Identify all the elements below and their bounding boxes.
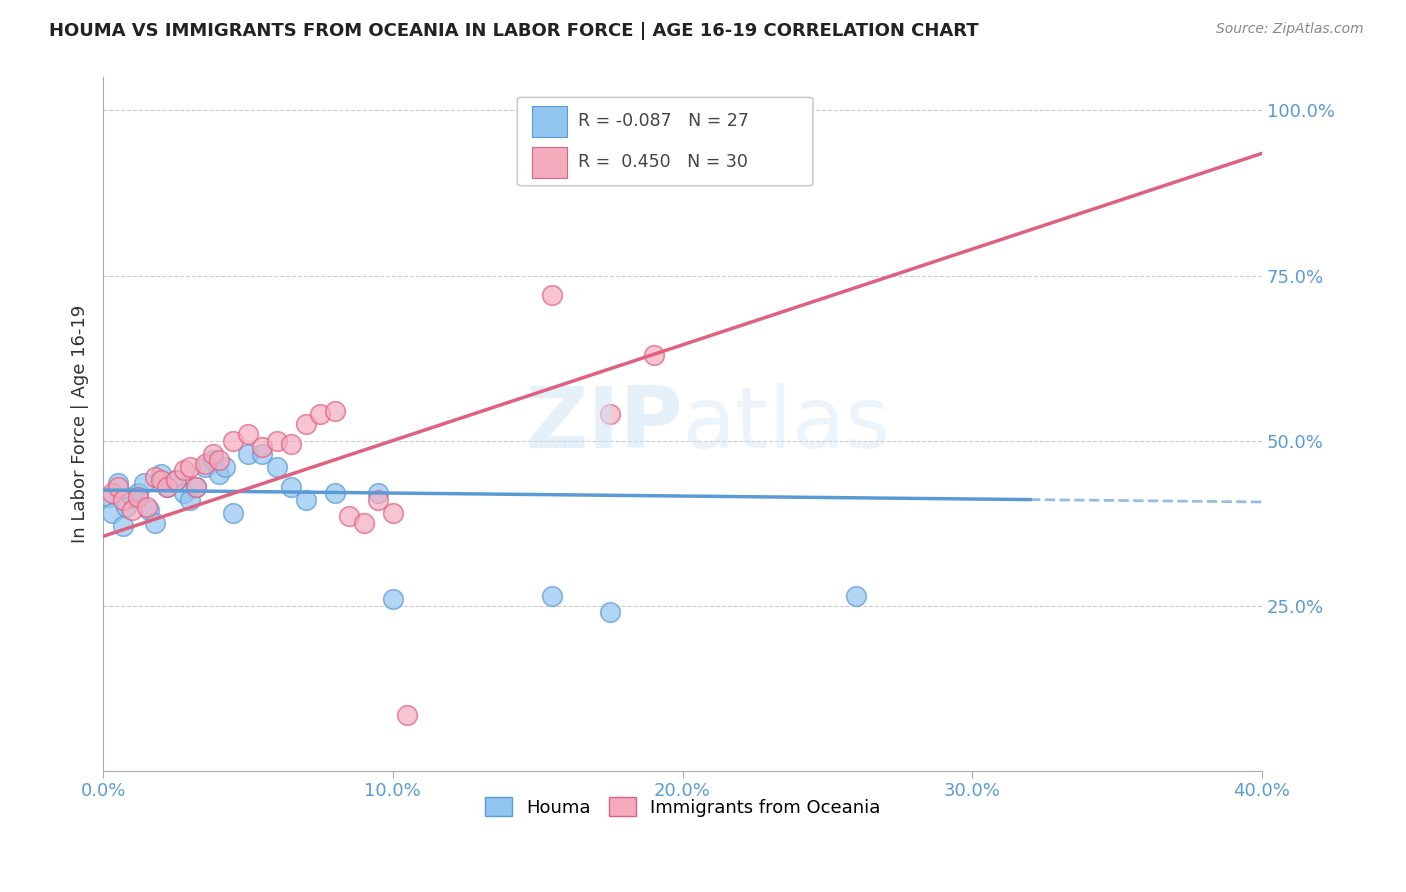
Point [295, 417, 318, 431]
Point [150, 467, 173, 481]
Point [214, 460, 236, 475]
Point [184, 480, 207, 494]
Point [323, 404, 346, 418]
Point [222, 434, 245, 448]
Text: atlas: atlas [682, 383, 890, 466]
Point [845, 589, 868, 603]
Y-axis label: In Labor Force | Age 16-19: In Labor Force | Age 16-19 [72, 305, 89, 543]
Point [112, 493, 135, 508]
Point [236, 427, 259, 442]
Point [121, 490, 143, 504]
Point [179, 493, 201, 508]
Point [150, 473, 173, 487]
Point [101, 486, 124, 500]
Point [337, 509, 360, 524]
Point [367, 493, 389, 508]
Point [202, 453, 225, 467]
Point [184, 480, 207, 494]
Point [138, 503, 160, 517]
Point [599, 407, 621, 421]
Point [193, 457, 215, 471]
Point [132, 476, 155, 491]
Point [541, 589, 564, 603]
Point [323, 486, 346, 500]
Point [107, 480, 129, 494]
Point [541, 288, 564, 302]
Point [115, 500, 138, 514]
Point [280, 480, 302, 494]
Point [367, 486, 389, 500]
Point [127, 490, 149, 504]
Point [353, 516, 375, 530]
Point [179, 460, 201, 475]
Point [193, 460, 215, 475]
Point [202, 447, 225, 461]
Point [97, 490, 120, 504]
Point [295, 493, 318, 508]
Point [266, 460, 288, 475]
Point [165, 473, 187, 487]
Point [643, 348, 665, 362]
Point [101, 506, 124, 520]
Text: Source: ZipAtlas.com: Source: ZipAtlas.com [1216, 22, 1364, 37]
Point [107, 476, 129, 491]
Point [599, 605, 621, 619]
Text: ZIP: ZIP [524, 383, 682, 466]
Point [208, 453, 231, 467]
Point [309, 407, 332, 421]
Point [143, 516, 166, 530]
Point [252, 440, 274, 454]
Point [173, 463, 195, 477]
Point [156, 480, 179, 494]
Point [222, 506, 245, 520]
Point [112, 519, 135, 533]
Point [236, 447, 259, 461]
Text: HOUMA VS IMMIGRANTS FROM OCEANIA IN LABOR FORCE | AGE 16-19 CORRELATION CHART: HOUMA VS IMMIGRANTS FROM OCEANIA IN LABO… [49, 22, 979, 40]
Point [381, 592, 404, 607]
Point [156, 480, 179, 494]
Point [396, 707, 419, 722]
Point [173, 486, 195, 500]
Point [208, 467, 231, 481]
Legend: Houma, Immigrants from Oceania: Houma, Immigrants from Oceania [477, 790, 887, 824]
Point [127, 486, 149, 500]
Point [381, 506, 404, 520]
Point [143, 470, 166, 484]
Point [252, 447, 274, 461]
Point [121, 503, 143, 517]
Point [135, 500, 157, 514]
Point [165, 473, 187, 487]
Point [266, 434, 288, 448]
Point [280, 437, 302, 451]
